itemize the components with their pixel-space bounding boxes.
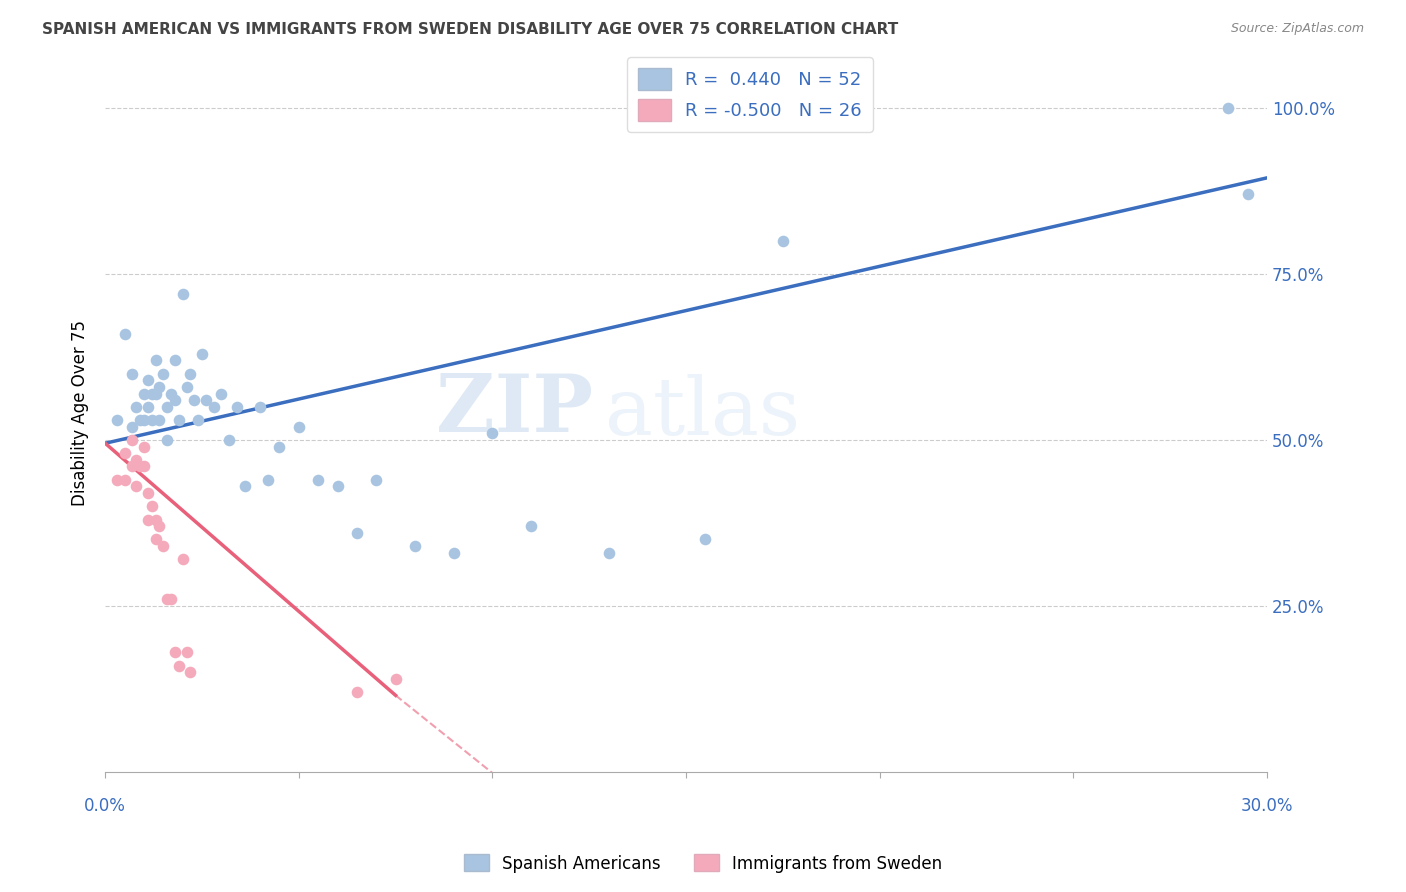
Point [163,393,186,408]
Point [194,393,217,408]
Point [307,473,329,487]
Point [269,440,291,454]
Point [187,413,209,427]
Point [163,353,186,368]
Point [1218,101,1240,115]
Point [145,353,167,368]
Point [145,386,167,401]
Point [156,400,179,414]
Point [225,400,247,414]
Point [695,533,717,547]
Point [132,440,155,454]
Point [179,367,201,381]
Point [152,539,174,553]
Point [183,393,205,408]
Point [114,473,136,487]
Point [136,400,159,414]
Text: 0.0%: 0.0% [84,797,127,814]
Point [346,685,368,699]
Point [218,433,240,447]
Text: Source: ZipAtlas.com: Source: ZipAtlas.com [1230,22,1364,36]
Point [129,413,152,427]
Point [136,512,159,526]
Point [132,459,155,474]
Point [176,645,198,659]
Point [105,473,128,487]
Point [366,473,388,487]
Point [121,419,143,434]
Point [136,373,159,387]
Point [141,386,163,401]
Point [172,552,194,566]
Point [176,380,198,394]
Point [156,433,179,447]
Point [156,592,179,607]
Point [481,426,503,441]
Point [772,234,794,248]
Point [141,500,163,514]
Text: ZIP: ZIP [436,371,593,449]
Point [520,519,543,533]
Point [326,479,349,493]
Point [160,592,183,607]
Point [148,413,170,427]
Point [172,287,194,301]
Point [121,433,143,447]
Point [136,486,159,500]
Point [114,326,136,341]
Point [152,367,174,381]
Point [404,539,426,553]
Point [233,479,256,493]
Point [179,665,201,680]
Point [132,386,155,401]
Point [384,672,406,686]
Point [145,533,167,547]
Point [191,347,214,361]
Point [288,419,311,434]
Text: atlas: atlas [605,375,800,452]
Point [167,413,190,427]
Point [129,459,152,474]
Y-axis label: Disability Age Over 75: Disability Age Over 75 [72,320,89,507]
Point [209,386,232,401]
Point [114,446,136,460]
Point [346,525,368,540]
Point [257,473,280,487]
Point [167,658,190,673]
Point [121,367,143,381]
Text: SPANISH AMERICAN VS IMMIGRANTS FROM SWEDEN DISABILITY AGE OVER 75 CORRELATION CH: SPANISH AMERICAN VS IMMIGRANTS FROM SWED… [42,22,898,37]
Point [125,400,148,414]
Point [132,413,155,427]
Legend: Spanish Americans, Immigrants from Sweden: Spanish Americans, Immigrants from Swede… [457,847,949,880]
Point [249,400,271,414]
Legend: R =  0.440   N = 52, R = -0.500   N = 26: R = 0.440 N = 52, R = -0.500 N = 26 [627,57,873,132]
Point [145,512,167,526]
Point [160,386,183,401]
Point [141,413,163,427]
Point [163,645,186,659]
Point [105,413,128,427]
Point [443,546,465,560]
Text: 30.0%: 30.0% [1240,797,1294,814]
Point [148,519,170,533]
Point [125,479,148,493]
Point [125,453,148,467]
Point [1236,187,1258,202]
Point [148,380,170,394]
Point [202,400,225,414]
Point [598,546,620,560]
Point [121,459,143,474]
